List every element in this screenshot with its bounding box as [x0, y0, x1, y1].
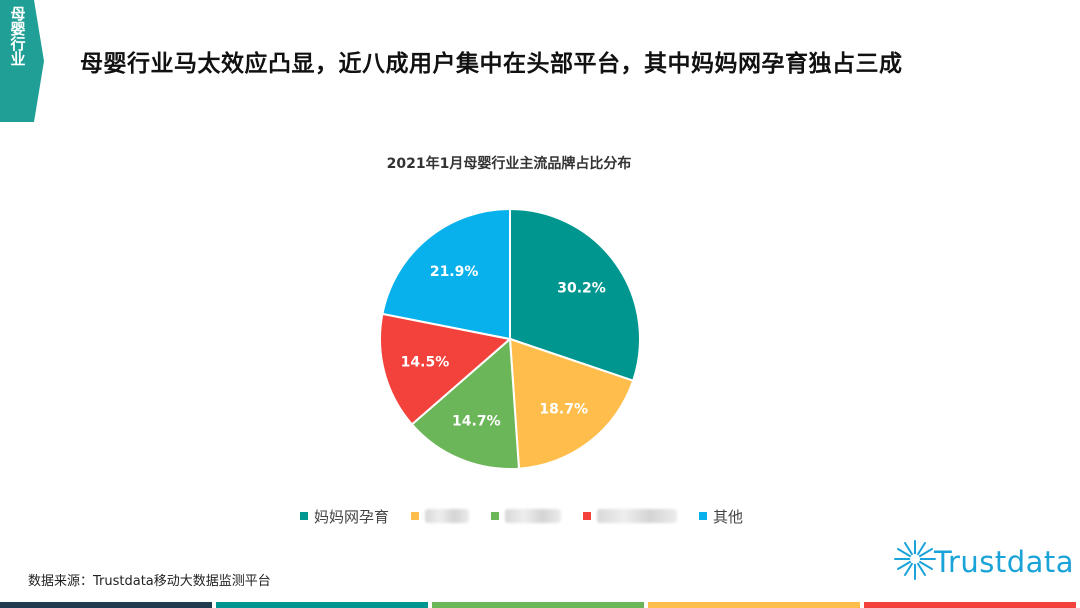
bottom-bar-segment — [0, 602, 212, 608]
pie-data-label-5: 21.9% — [430, 264, 479, 280]
side-tab-notch — [34, 0, 44, 122]
pie-data-label-4: 14.5% — [401, 355, 450, 371]
legend-item-4 — [583, 509, 678, 523]
pie-data-label-3: 14.7% — [452, 413, 501, 429]
legend-item-1: 妈妈网孕育 — [300, 506, 389, 527]
pie-slice-2 — [508, 337, 635, 470]
page-title: 母婴行业马太效应凸显，近八成用户集中在头部平台，其中妈妈网孕育独占三成 — [80, 51, 903, 77]
legend-swatch — [300, 512, 308, 520]
legend-item-3 — [491, 509, 562, 523]
legend-label-redacted — [597, 509, 678, 523]
side-tab: 母婴行业 — [0, 0, 34, 122]
pie-slice-4 — [379, 312, 513, 426]
legend-item-2 — [411, 509, 470, 523]
legend-label-redacted — [505, 509, 562, 523]
legend-swatch — [491, 512, 500, 520]
legend-swatch — [583, 512, 592, 520]
brand-name: Trustdata — [934, 545, 1075, 579]
side-tab-label: 母婴行业 — [8, 6, 27, 66]
bottom-bar-segment — [216, 602, 428, 608]
pie-slice-5 — [381, 207, 511, 341]
legend-label: 妈妈网孕育 — [314, 507, 390, 526]
bottom-bar-segment — [432, 602, 644, 608]
legend-label: 其他 — [713, 507, 744, 526]
bottom-color-bar — [0, 602, 1080, 608]
pie-data-label-1: 30.2% — [557, 281, 606, 297]
pie-slice-1 — [509, 207, 641, 382]
source-note: 数据来源：Trustdata移动大数据监测平台 — [28, 574, 271, 589]
brand-logo: Trustdata — [890, 535, 1074, 595]
bottom-bar-segment — [648, 602, 860, 608]
chart-legend: 妈妈网孕育 其他 — [300, 505, 765, 527]
pie-data-label-2: 18.7% — [539, 402, 588, 418]
legend-label-redacted — [425, 509, 470, 523]
pie-slice-3 — [410, 336, 521, 470]
legend-swatch — [699, 512, 708, 520]
bottom-bar-segment — [864, 602, 1076, 608]
legend-item-5: 其他 — [699, 506, 743, 527]
chart-title: 2021年1月母婴行业主流品牌占比分布 — [386, 156, 632, 172]
sunburst-logo-icon — [894, 540, 936, 580]
legend-swatch — [411, 512, 420, 520]
